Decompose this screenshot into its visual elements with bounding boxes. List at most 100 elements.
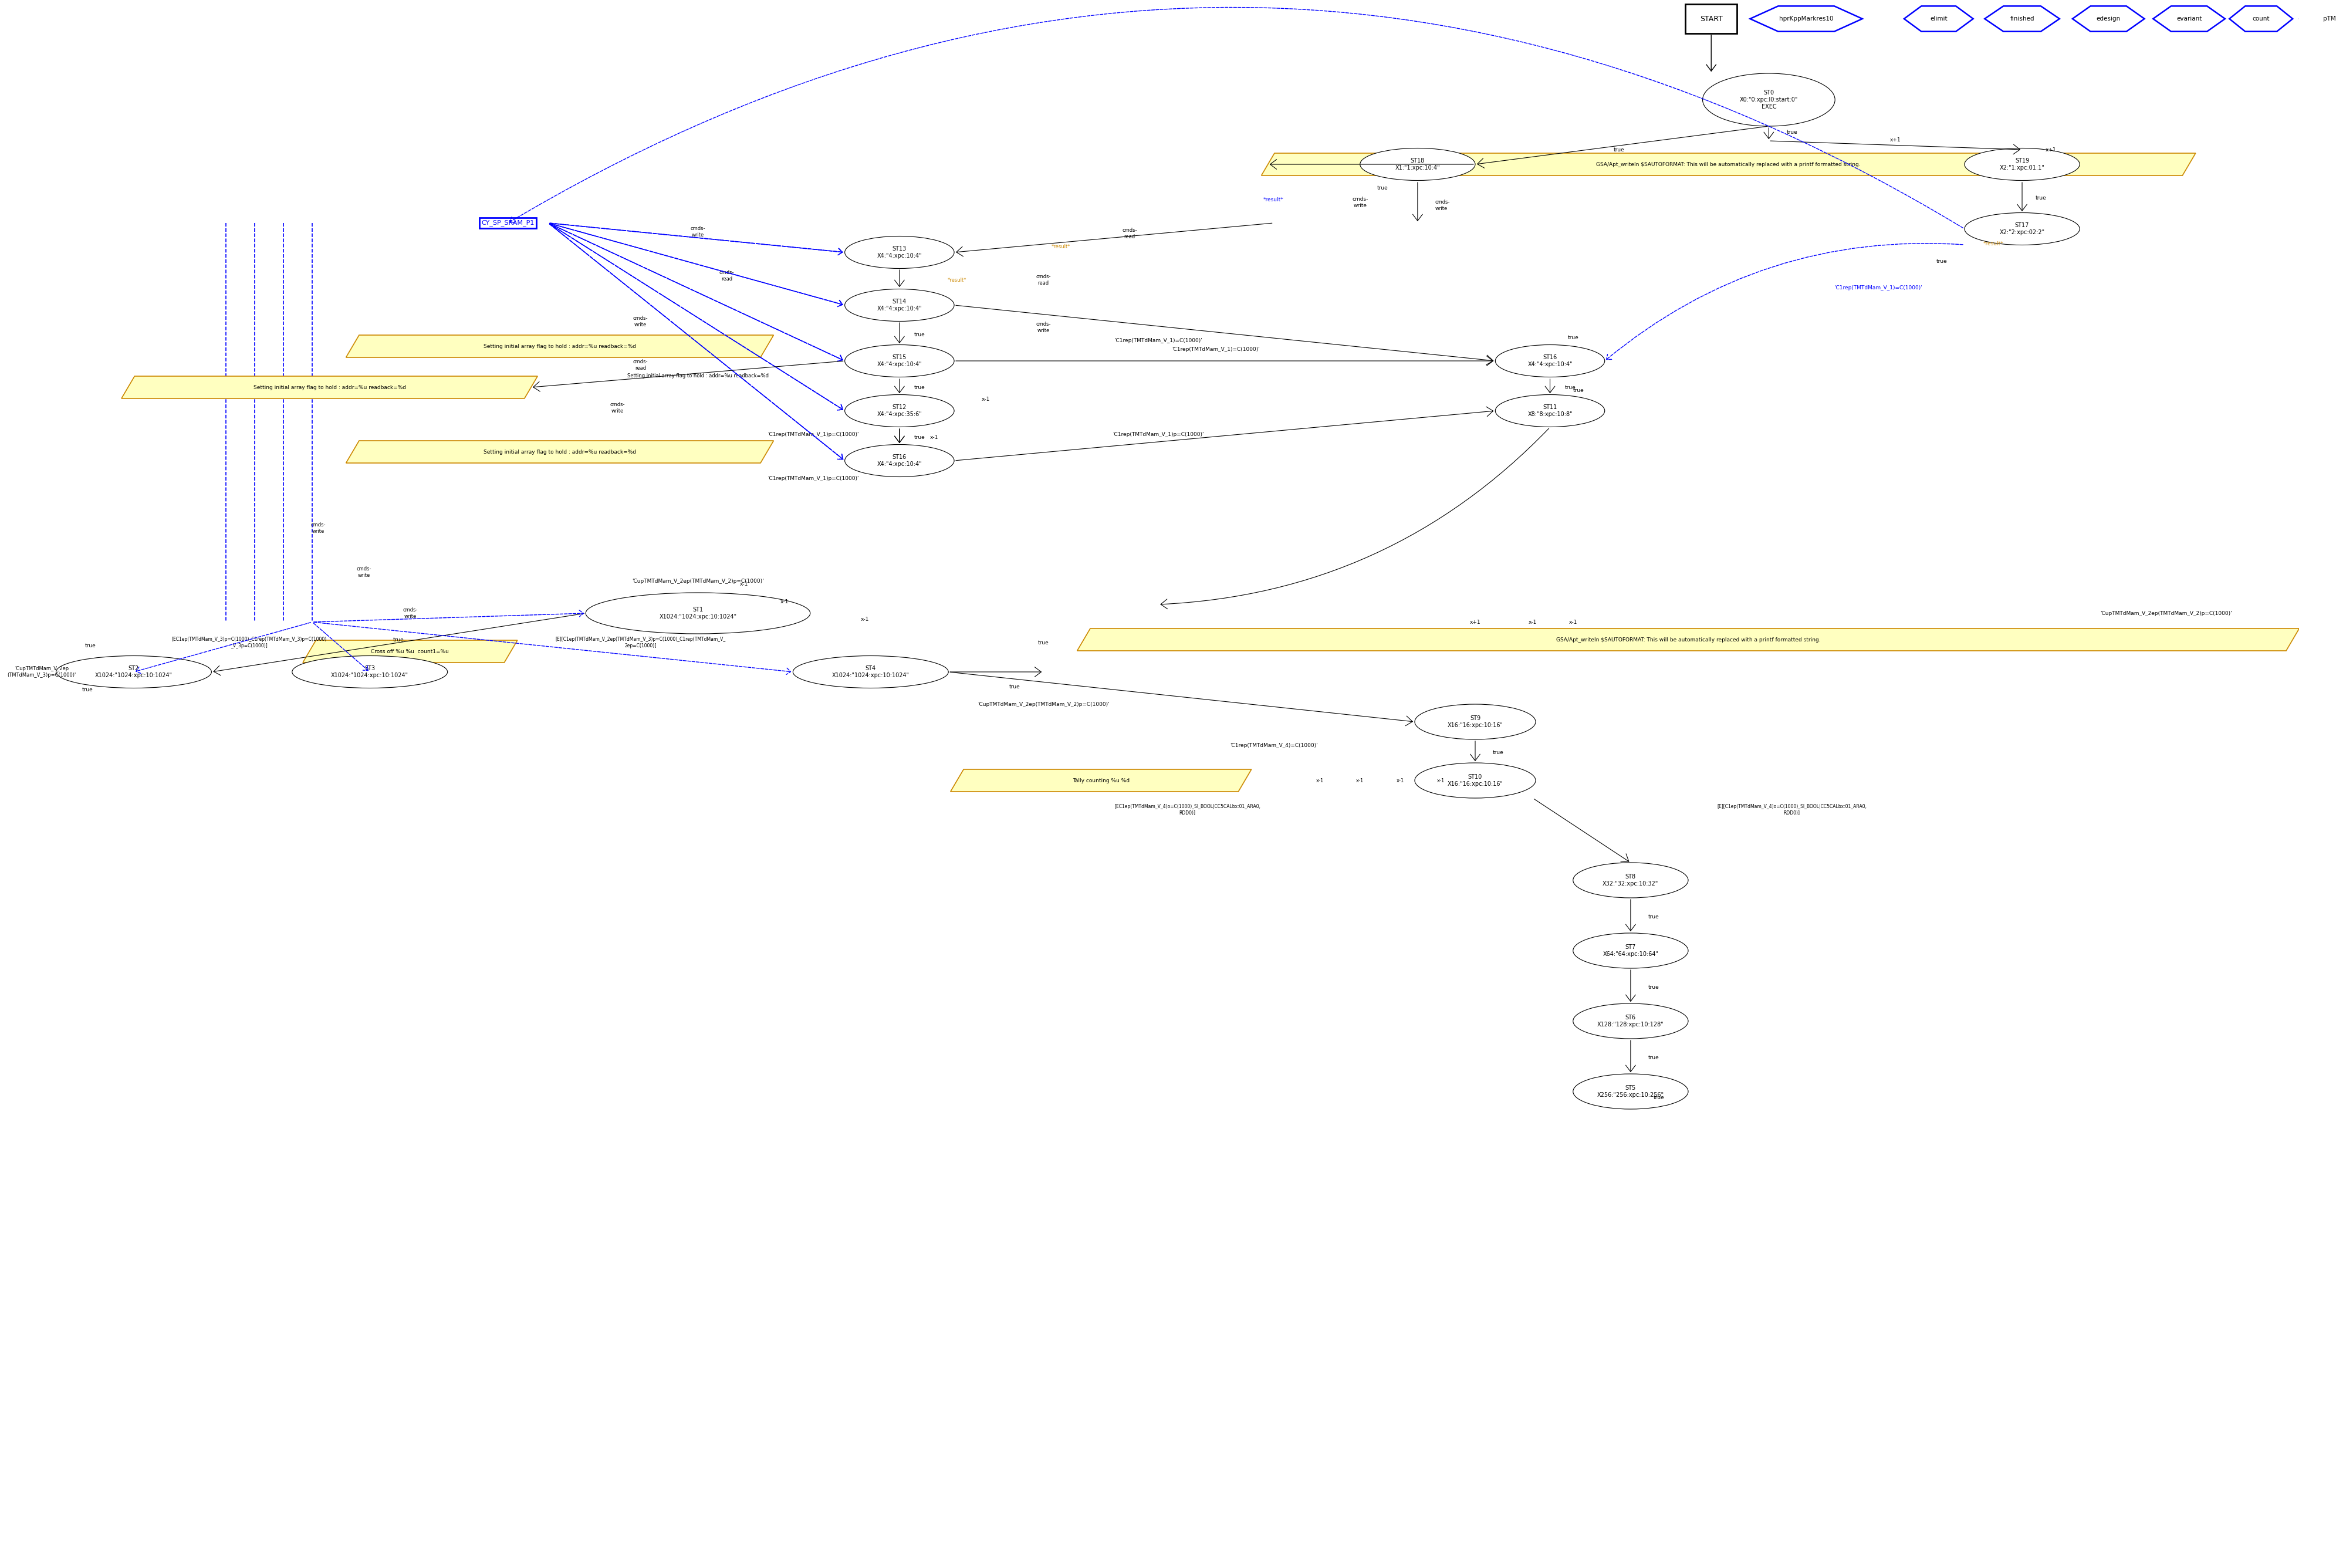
Ellipse shape (1416, 764, 1535, 798)
Text: true: true (82, 687, 93, 691)
Text: true: true (1649, 914, 1659, 919)
Text: ST10
X16:"16:xpc:10:16": ST10 X16:"16:xpc:10:16" (1448, 775, 1502, 787)
Text: ST2
X1024:"1024:xpc:10:1024": ST2 X1024:"1024:xpc:10:1024" (96, 665, 173, 679)
Text: true: true (913, 384, 925, 390)
Text: elimit: elimit (1930, 16, 1948, 22)
Polygon shape (121, 376, 537, 398)
Polygon shape (304, 640, 516, 663)
Ellipse shape (1965, 213, 2079, 245)
Text: 'CupTMTdMam_V_2ep(TMTdMam_V_2)p=C(1000)': 'CupTMTdMam_V_2ep(TMTdMam_V_2)p=C(1000)' (633, 579, 764, 583)
Text: ST9
X16:"16:xpc:10:16": ST9 X16:"16:xpc:10:16" (1448, 715, 1502, 728)
Polygon shape (2072, 6, 2144, 31)
Text: x-1: x-1 (981, 397, 990, 401)
Text: 'C1rep(TMTdMam_V_4)=C(1000)': 'C1rep(TMTdMam_V_4)=C(1000)' (1229, 743, 1318, 748)
Text: Setting initial array flag to hold : addr=%u readback=%d: Setting initial array flag to hold : add… (252, 384, 406, 390)
Ellipse shape (1416, 704, 1535, 740)
Text: 'C1rep(TMTdMam_V_1)p=C(1000)': 'C1rep(TMTdMam_V_1)p=C(1000)' (1112, 431, 1203, 437)
Text: ST6
X128:"128:xpc:10:128": ST6 X128:"128:xpc:10:128" (1598, 1014, 1663, 1027)
Text: cmds-
write: cmds- write (402, 607, 418, 619)
Text: *result*: *result* (1051, 245, 1070, 249)
Text: ST5
X256:"256:xpc:10:256": ST5 X256:"256:xpc:10:256" (1598, 1085, 1663, 1098)
Text: pTMT4: pTMT4 (2322, 16, 2336, 22)
Text: true: true (1649, 985, 1659, 989)
Polygon shape (2301, 6, 2336, 31)
Text: true: true (1649, 1055, 1659, 1060)
Text: true: true (913, 434, 925, 441)
Text: 'CupTMTdMam_V_2ep(TMTdMam_V_2)p=C(1000)': 'CupTMTdMam_V_2ep(TMTdMam_V_2)p=C(1000)' (2100, 610, 2231, 616)
Text: x+1: x+1 (1890, 136, 1902, 143)
Text: cmds-
read: cmds- read (719, 270, 734, 282)
Polygon shape (2154, 6, 2224, 31)
Ellipse shape (846, 237, 953, 268)
Text: ST8
X32:"32:xpc:10:32": ST8 X32:"32:xpc:10:32" (1602, 873, 1659, 886)
Text: true: true (1378, 185, 1388, 190)
Ellipse shape (1965, 147, 2079, 180)
Text: true: true (1493, 750, 1504, 754)
Text: true: true (2035, 194, 2046, 201)
Ellipse shape (1703, 74, 1836, 125)
Polygon shape (346, 336, 773, 358)
Text: true: true (1654, 1094, 1666, 1101)
Text: true: true (392, 637, 404, 643)
Polygon shape (1261, 154, 2196, 176)
Text: x-1: x-1 (741, 582, 748, 586)
Text: x-1: x-1 (930, 434, 939, 441)
Text: x-1: x-1 (1437, 778, 1444, 782)
Text: 'CupTMTdMam_V_2ep
(TMTdMam_V_3)p=C(1000)': 'CupTMTdMam_V_2ep (TMTdMam_V_3)p=C(1000)… (7, 666, 77, 677)
Text: x-1: x-1 (860, 616, 869, 622)
Text: x-1: x-1 (1315, 778, 1325, 782)
Text: Setting initial array flag to hold : addr=%u readback=%d: Setting initial array flag to hold : add… (484, 343, 635, 348)
Text: ST12
X4:"4:xpc:35:6": ST12 X4:"4:xpc:35:6" (876, 405, 923, 417)
FancyBboxPatch shape (1684, 5, 1738, 33)
Ellipse shape (1572, 1074, 1689, 1109)
Text: hprKppMarkres10: hprKppMarkres10 (1780, 16, 1834, 22)
Text: ST7
X64:"64:xpc:10:64": ST7 X64:"64:xpc:10:64" (1602, 944, 1659, 956)
Ellipse shape (1572, 1004, 1689, 1038)
Text: ST15
X4:"4:xpc:10:4": ST15 X4:"4:xpc:10:4" (876, 354, 923, 367)
Polygon shape (1750, 6, 1862, 31)
Text: ST1
X1024:"1024:xpc:10:1024": ST1 X1024:"1024:xpc:10:1024" (659, 607, 736, 619)
Text: ST19
X2:"1:xpc:01:1": ST19 X2:"1:xpc:01:1" (2000, 158, 2044, 171)
Text: count: count (2252, 16, 2271, 22)
Text: 'C1rep(TMTdMam_V_1)=C(1000)': 'C1rep(TMTdMam_V_1)=C(1000)' (1834, 285, 1923, 290)
Text: 'C1rep(TMTdMam_V_1)p=C(1000)': 'C1rep(TMTdMam_V_1)p=C(1000)' (769, 475, 860, 481)
Ellipse shape (1495, 395, 1605, 426)
Text: cmds-
write: cmds- write (311, 522, 325, 533)
Text: cmds-
write: cmds- write (357, 566, 371, 579)
Text: Setting initial array flag to hold : addr=%u readback=%d: Setting initial array flag to hold : add… (628, 373, 769, 378)
Ellipse shape (792, 655, 948, 688)
Text: true: true (1937, 259, 1946, 263)
Ellipse shape (1572, 933, 1689, 969)
Text: cmds-
read: cmds- read (1121, 227, 1138, 240)
Text: cmds-
write: cmds- write (633, 315, 647, 328)
Text: [EC1ep(TMTdMam_V_4)o=C(1000)_SI_BOOL|CC5CALbx:01_ARA0,
RDD0)]: [EC1ep(TMTdMam_V_4)o=C(1000)_SI_BOOL|CC5… (1114, 804, 1261, 815)
Ellipse shape (1572, 862, 1689, 898)
Text: *result*: *result* (1983, 241, 2004, 246)
Ellipse shape (846, 395, 953, 426)
Polygon shape (2229, 6, 2292, 31)
Polygon shape (951, 770, 1252, 792)
Text: ST11
X8:"8:xpc:10:8": ST11 X8:"8:xpc:10:8" (1528, 405, 1572, 417)
Text: evariant: evariant (2177, 16, 2203, 22)
Text: x-1: x-1 (1397, 778, 1404, 782)
Text: cmds-
write: cmds- write (1035, 321, 1051, 332)
Ellipse shape (56, 655, 213, 688)
Text: cmds-
write: cmds- write (1434, 199, 1451, 212)
Text: edesign: edesign (2095, 16, 2121, 22)
Text: ST18
X1:"1:xpc:10:4": ST18 X1:"1:xpc:10:4" (1395, 158, 1439, 171)
Text: x-1: x-1 (1357, 778, 1364, 782)
Text: START: START (1701, 16, 1722, 22)
Text: CY_SP_SRAM_P1: CY_SP_SRAM_P1 (481, 220, 535, 226)
Text: x-1: x-1 (1528, 619, 1537, 624)
Text: ST13
X4:"4:xpc:10:4": ST13 X4:"4:xpc:10:4" (876, 246, 923, 259)
Ellipse shape (846, 444, 953, 477)
Text: true: true (1787, 130, 1796, 135)
Text: cmds-
write: cmds- write (610, 401, 624, 414)
Ellipse shape (292, 655, 449, 688)
Text: 'C1rep(TMTdMam_V_1)=C(1000)': 'C1rep(TMTdMam_V_1)=C(1000)' (1173, 347, 1259, 351)
Text: true: true (84, 643, 96, 648)
Text: finished: finished (2009, 16, 2035, 22)
Text: ST14
X4:"4:xpc:10:4": ST14 X4:"4:xpc:10:4" (876, 299, 923, 312)
Polygon shape (346, 441, 773, 463)
Text: ST0
X0:"0:xpc:l0:start:0"
EXEC: ST0 X0:"0:xpc:l0:start:0" EXEC (1740, 89, 1799, 110)
